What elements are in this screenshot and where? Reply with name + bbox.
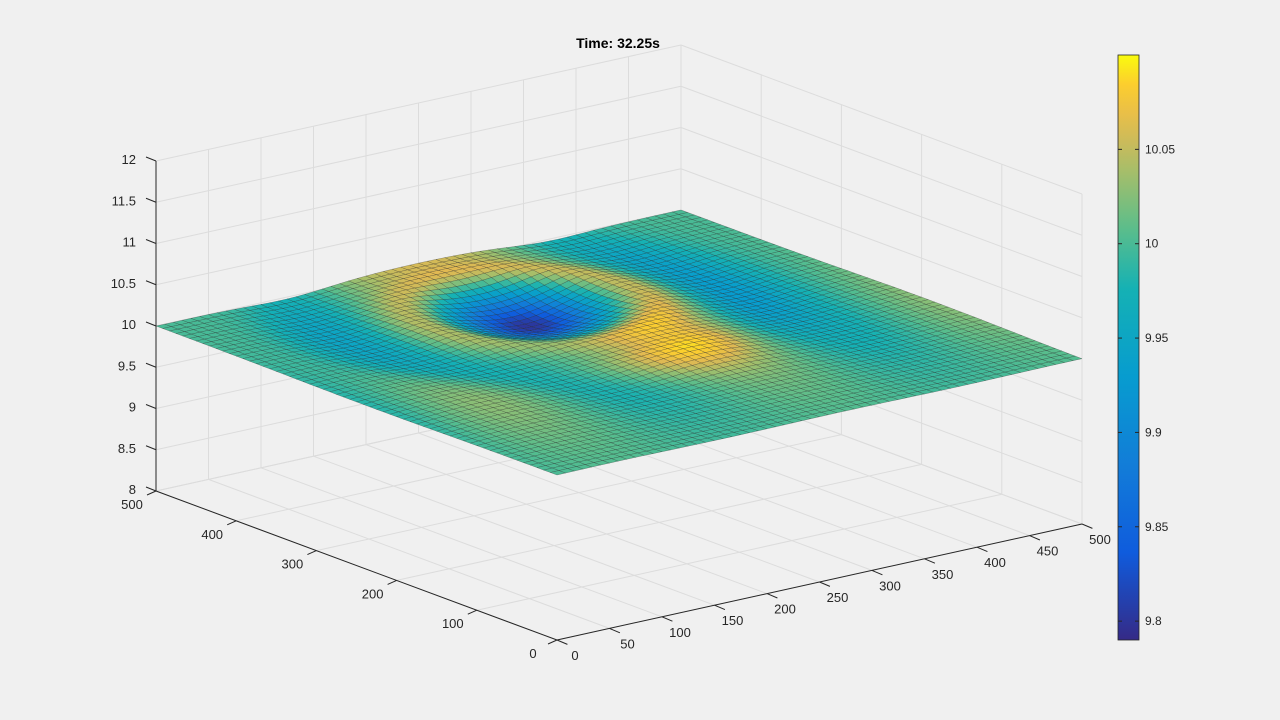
x-tick-mark xyxy=(976,546,988,553)
colorbar-tick-label: 9.8 xyxy=(1145,614,1162,628)
z-tick-label: 9 xyxy=(129,400,136,415)
sidewall-gridline-z xyxy=(680,127,1083,277)
y-axis-line xyxy=(155,490,558,641)
backwall-gridline-z xyxy=(155,44,682,162)
backwall-gridline-z xyxy=(155,85,682,203)
x-tick-mark xyxy=(819,581,831,587)
colorbar-tick-label: 10.05 xyxy=(1145,142,1175,156)
x-tick-label: 300 xyxy=(879,578,901,593)
x-tick-label: 100 xyxy=(669,625,691,640)
backwall-gridline-z xyxy=(155,168,682,286)
z-tick-label: 9.5 xyxy=(118,358,136,373)
x-tick-mark xyxy=(766,593,778,599)
y-tick-mark xyxy=(307,550,317,556)
x-tick-mark xyxy=(661,616,673,622)
colorbar-tick-label: 9.85 xyxy=(1145,520,1169,534)
colorbar-tick-label: 10 xyxy=(1145,237,1159,251)
y-tick-mark xyxy=(387,579,397,585)
floor-gridline-x xyxy=(365,444,768,595)
z-tick-label: 10 xyxy=(122,317,136,332)
colorbar-tick-label: 9.95 xyxy=(1145,331,1169,345)
floor-gridline-x xyxy=(313,455,715,606)
floor-gridline-x xyxy=(208,478,610,629)
x-tick-label: 50 xyxy=(620,636,634,651)
backwall-gridline-z xyxy=(155,127,682,244)
y-tick-label: 400 xyxy=(201,527,223,542)
sidewall-gridline-z xyxy=(680,44,1083,195)
x-tick-mark xyxy=(1081,523,1093,529)
z-tick-mark xyxy=(145,156,157,162)
y-tick-mark xyxy=(146,490,157,496)
floor-gridline-y xyxy=(316,434,842,552)
z-tick-mark xyxy=(145,486,157,492)
x-tick-mark xyxy=(871,569,883,576)
x-tick-label: 0 xyxy=(571,648,578,663)
z-tick-mark xyxy=(145,362,157,368)
z-tick-label: 11 xyxy=(123,235,137,250)
x-tick-label: 400 xyxy=(984,555,1006,570)
floor-gridline-x xyxy=(260,467,663,618)
x-tick-mark xyxy=(924,558,936,564)
x-tick-mark xyxy=(556,639,568,645)
x-tick-label: 250 xyxy=(827,590,849,605)
colorbar: 9.8 9.85 9.9 9.95 10 10.05 xyxy=(1117,54,1175,641)
z-tick-mark xyxy=(145,197,157,203)
x-tick-label: 200 xyxy=(774,602,796,617)
colorbar-tick-label: 9.9 xyxy=(1145,425,1162,439)
floor-gridline-y xyxy=(396,463,922,581)
x-tick-label: 500 xyxy=(1089,532,1111,547)
x-tick-label: 450 xyxy=(1037,544,1059,559)
y-tick-label: 200 xyxy=(362,586,384,601)
z-tick-label: 12 xyxy=(122,152,136,167)
plot-title: Time: 32.25s xyxy=(576,35,660,51)
z-tick-mark xyxy=(145,321,157,327)
x-tick-mark xyxy=(714,604,726,611)
z-tick-mark xyxy=(145,445,157,451)
surface-plot xyxy=(155,209,1083,476)
y-tick-label: 100 xyxy=(442,616,464,631)
z-tick-label: 10.5 xyxy=(111,276,136,291)
y-tick-label: 300 xyxy=(282,557,304,572)
sidewall-gridline-z xyxy=(680,168,1083,319)
z-tick-mark xyxy=(145,280,157,286)
floor-gridline-y xyxy=(476,493,1002,611)
y-tick-mark xyxy=(226,520,237,526)
y-tick-label: 0 xyxy=(529,646,536,661)
z-tick-mark xyxy=(145,404,157,409)
z-tick-mark xyxy=(145,239,157,244)
x-tick-mark xyxy=(609,627,621,634)
x-tick-mark xyxy=(1029,535,1041,541)
y-tick-label: 500 xyxy=(121,497,143,512)
floor-gridline-x xyxy=(418,432,820,583)
sidewall-gridline-z xyxy=(680,85,1083,236)
z-tick-label: 8 xyxy=(129,482,136,497)
x-tick-label: 150 xyxy=(722,613,744,628)
x-tick-label: 350 xyxy=(932,567,954,582)
colorbar-gradient xyxy=(1117,54,1140,641)
z-tick-label: 8.5 xyxy=(118,441,136,456)
y-tick-mark xyxy=(467,609,478,615)
z-tick-label: 11.5 xyxy=(112,193,136,208)
y-tick-mark xyxy=(547,639,558,645)
